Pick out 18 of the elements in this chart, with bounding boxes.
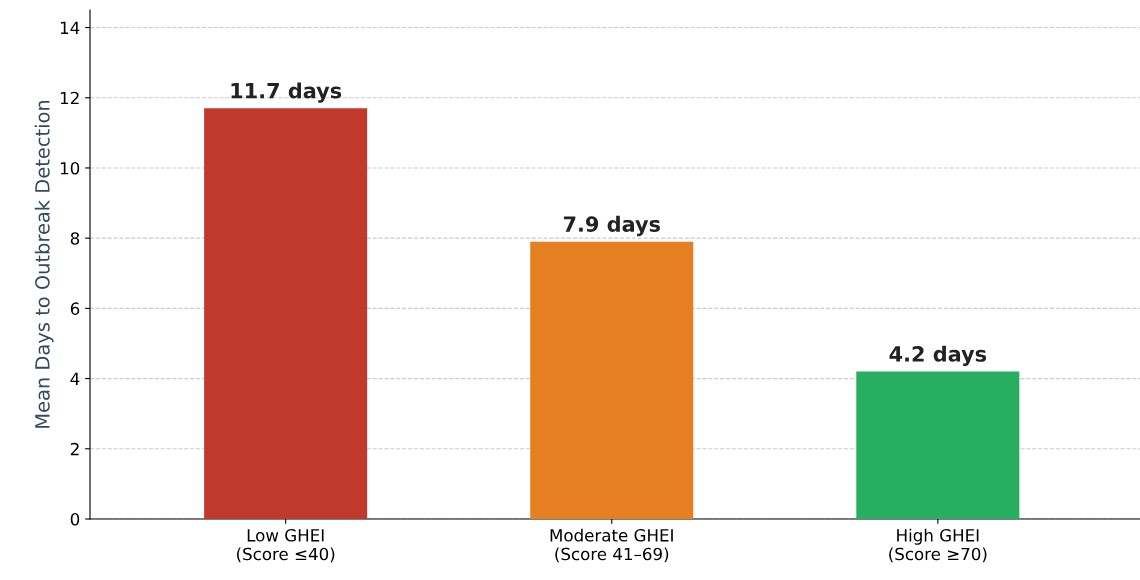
y-tick-label: 6 [70,302,80,315]
y-tick-label: 8 [70,232,80,245]
y-axis-title: Mean Days to Outbreak Detection [34,100,54,428]
bar [530,241,694,519]
bar [856,371,1020,519]
y-tick-label: 2 [70,442,79,456]
y-tick-label: 14 [60,21,80,34]
x-tick-label: Moderate GHEI (Score 41–69) [550,528,673,563]
y-tick-label: 4 [70,372,80,385]
y-tick-label: 0 [70,512,80,526]
x-tick-label: Low GHEI (Score ≤40) [237,529,335,563]
bar [204,108,368,519]
data-label: 4.2 days [889,345,987,367]
data-label: 11.7 days [231,82,342,103]
x-tick-label: High GHEI (Score ≥70) [889,528,987,563]
data-label: 7.9 days [563,215,660,237]
y-tick-label: 12 [60,91,79,105]
y-tick-label: 10 [60,161,80,175]
